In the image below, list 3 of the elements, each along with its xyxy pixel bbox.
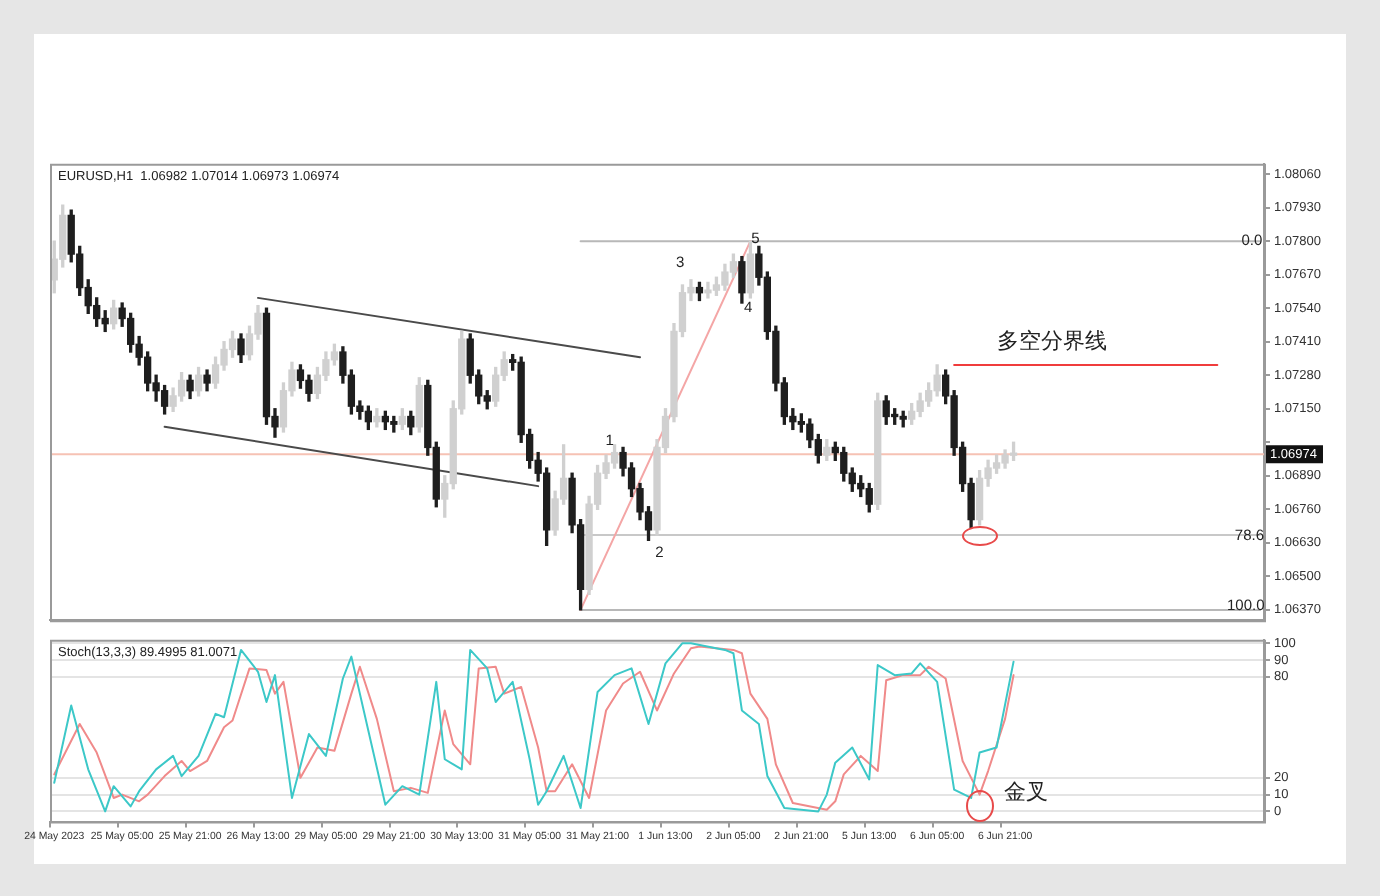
annotation: 金叉 xyxy=(1004,780,1049,805)
candlestick xyxy=(704,281,712,299)
annotation: 多空分界线 xyxy=(996,328,1107,355)
